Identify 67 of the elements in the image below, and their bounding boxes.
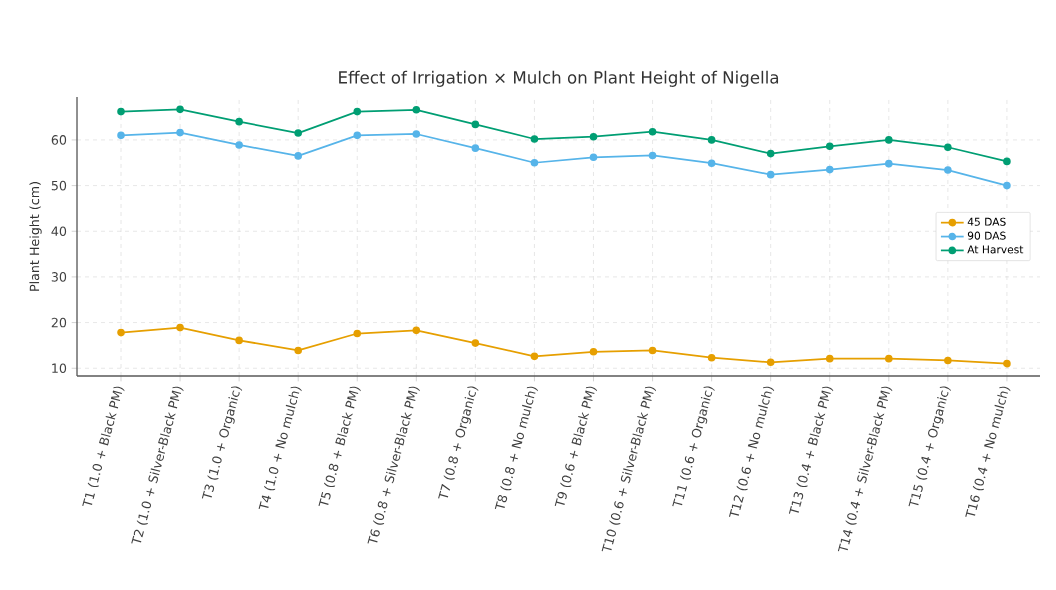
point bbox=[707, 159, 716, 168]
point bbox=[707, 353, 716, 362]
point bbox=[471, 144, 480, 152]
point bbox=[235, 117, 243, 126]
point bbox=[589, 153, 598, 162]
legend-label: 45 DAS bbox=[967, 217, 1006, 226]
point bbox=[648, 346, 657, 355]
point bbox=[353, 131, 362, 140]
y-tick-label: 30 bbox=[51, 272, 67, 282]
x-tick-label: T12 (0.6 + No mulch) bbox=[728, 386, 775, 517]
y-tick-label: 40 bbox=[51, 226, 67, 237]
point bbox=[589, 348, 598, 356]
point bbox=[412, 130, 421, 138]
point bbox=[353, 107, 362, 116]
point bbox=[471, 339, 480, 347]
y-tick-label: 60 bbox=[51, 135, 67, 145]
y-tick-label: 50 bbox=[51, 180, 67, 191]
point bbox=[825, 165, 834, 174]
point bbox=[1003, 181, 1011, 190]
legend-label: At Harvest bbox=[967, 245, 1024, 254]
point bbox=[648, 151, 657, 160]
x-tick-label: T8 (0.8 + No mulch) bbox=[494, 386, 538, 510]
point bbox=[825, 354, 834, 363]
point bbox=[294, 346, 302, 355]
point bbox=[176, 105, 184, 114]
point bbox=[530, 352, 539, 361]
x-tick-label: T13 (0.4 + Black PM) bbox=[788, 386, 834, 514]
point bbox=[1003, 157, 1011, 166]
point bbox=[1003, 359, 1011, 368]
point bbox=[117, 328, 125, 337]
point bbox=[235, 141, 243, 149]
point bbox=[885, 354, 893, 363]
point bbox=[176, 128, 184, 137]
x-tick-label: T16 (0.4 + No mulch) bbox=[965, 386, 1011, 517]
point bbox=[885, 136, 893, 144]
point bbox=[412, 326, 421, 335]
point bbox=[235, 336, 243, 345]
x-tick-label: T4 (1.0 + No mulch) bbox=[258, 386, 302, 510]
point bbox=[885, 159, 893, 168]
point bbox=[176, 323, 184, 332]
point bbox=[353, 329, 362, 338]
chart-title: Effect of Irrigation × Mulch on Plant Height of Nigella bbox=[339, 70, 779, 87]
y-tick-label: 10 bbox=[52, 363, 67, 374]
y-axis-title: Plant Height (cm) bbox=[29, 182, 42, 291]
point bbox=[766, 358, 775, 367]
x-tick-label: T5 (0.8 + Black PM) bbox=[318, 386, 361, 506]
point bbox=[589, 132, 598, 141]
x-tick-label: T9 (0.6 + Black PM) bbox=[554, 386, 597, 506]
legend-label: 90 DAS bbox=[967, 231, 1006, 240]
x-tick-label: T1 (1.0 + Black PM) bbox=[82, 386, 125, 506]
point bbox=[530, 135, 539, 143]
point bbox=[471, 120, 480, 129]
point bbox=[294, 152, 302, 160]
point bbox=[825, 142, 834, 151]
point bbox=[530, 158, 539, 167]
point bbox=[766, 170, 775, 179]
point bbox=[412, 105, 421, 114]
point bbox=[117, 107, 125, 116]
point bbox=[944, 356, 952, 365]
point bbox=[707, 136, 716, 144]
point bbox=[117, 131, 125, 140]
y-tick-label: 20 bbox=[51, 317, 67, 328]
point bbox=[944, 166, 952, 174]
point bbox=[294, 129, 302, 137]
point bbox=[648, 127, 657, 136]
point bbox=[944, 143, 952, 152]
point bbox=[766, 149, 775, 158]
